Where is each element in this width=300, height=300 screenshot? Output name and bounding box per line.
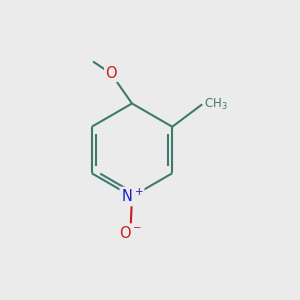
Text: $\mathregular{O^-}$: $\mathregular{O^-}$ [119,224,142,241]
Text: CH$_3$: CH$_3$ [204,97,227,112]
Text: $\mathregular{N^+}$: $\mathregular{N^+}$ [121,188,143,205]
Text: O: O [105,66,117,81]
